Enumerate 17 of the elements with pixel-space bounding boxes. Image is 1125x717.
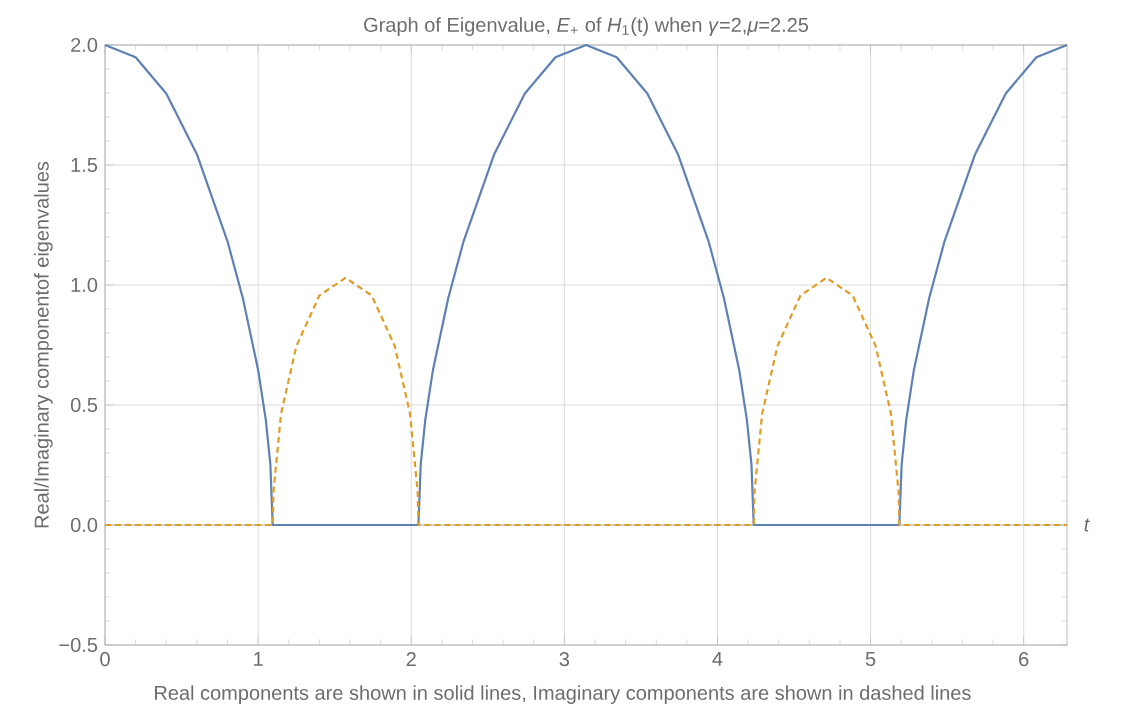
x-tick-label: 5 [865, 652, 876, 666]
x-tick-label: 3 [559, 652, 570, 667]
x-tick-label: 2 [406, 652, 416, 667]
y-tick-label: −0.5 [59, 637, 98, 653]
x-tick-label: 0 [100, 652, 110, 667]
x-tick-label: 4 [712, 652, 723, 666]
y-tick-label: 2.0 [71, 37, 98, 53]
y-tick-label: 1.0 [71, 277, 98, 293]
chart-title: Graph of Eigenvalue, E$_{+}$ of H$_{1}$(t) when γ=2,μ=2.25 [364, 17, 809, 36]
x-tick-label: 1 [254, 652, 263, 666]
y-tick-label: 0.5 [70, 397, 98, 413]
y-tick-label: 1.5 [71, 158, 98, 172]
y-axis-title: Real/Imaginary componentof eigenvalues [34, 161, 53, 528]
x-axis-title: t [1084, 518, 1090, 532]
y-tick-label: 0.0 [70, 517, 98, 533]
x-tick-label: 6 [1019, 652, 1029, 667]
text: Real components are shown in solid lines, Imaginary components are shown in dashed lines [155, 685, 971, 704]
